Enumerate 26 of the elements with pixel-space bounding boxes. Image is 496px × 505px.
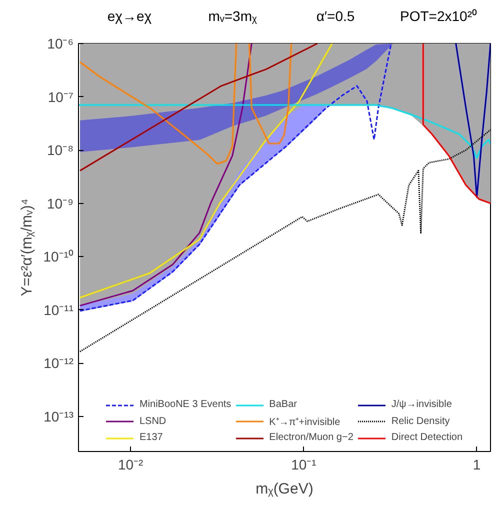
y-tick-label: 10⁻¹³ [44, 408, 74, 424]
y-tick-label: 10⁻¹⁰ [43, 248, 74, 265]
text: mᵥ=3mᵪ [207, 7, 258, 26]
y-axis-title: Y=ε²α′(mᵪ/mᵥ)⁴ [18, 198, 36, 296]
legend-label: LSND [139, 416, 166, 426]
x-axis-title: mᵪ(GeV) [256, 480, 314, 498]
legend-label: Direct Detection [391, 432, 463, 443]
y-tick-label: 10⁻⁹ [46, 195, 74, 212]
x-tick-label: 10⁻¹ [291, 456, 317, 472]
legend-label: Relic Density [391, 416, 450, 426]
y-tick-label: 10⁻⁷ [48, 88, 74, 105]
text: POT=2x10²⁰ [399, 7, 478, 26]
legend-label: K⁺→π⁺+invisible [269, 416, 340, 428]
legend-label: J/ψ→invisible [391, 399, 452, 410]
legend-label: E137 [139, 432, 163, 443]
text: eχ→eχ [106, 7, 153, 26]
legend-label: BaBar [269, 399, 297, 410]
x-tick-label: 1 [472, 456, 481, 472]
y-tick-label: 10⁻⁶ [47, 36, 74, 52]
x-tick-label: 10⁻² [118, 456, 144, 472]
legend-label: MiniBooNE 3 Events [139, 399, 232, 410]
text: α′=0.5 [315, 7, 356, 26]
y-tick-label: 10⁻¹² [44, 355, 74, 372]
y-tick-label: 10⁻¹¹ [44, 302, 74, 318]
legend-label: Electron/Muon g−2 [269, 432, 354, 443]
y-tick-label: 10⁻⁸ [47, 142, 74, 158]
